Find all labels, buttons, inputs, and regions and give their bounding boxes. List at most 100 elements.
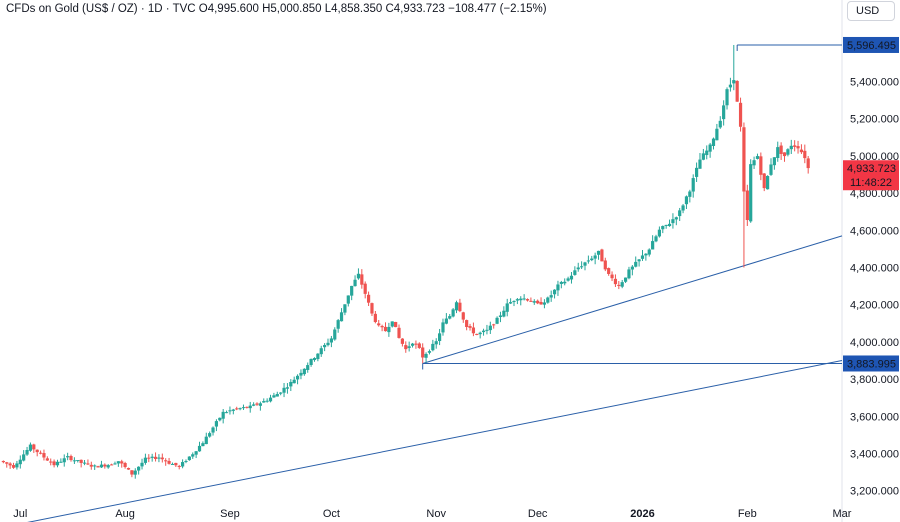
- candle-body[interactable]: [52, 461, 56, 466]
- candle-body[interactable]: [177, 465, 181, 467]
- candle-body[interactable]: [400, 338, 405, 344]
- candle-body[interactable]: [170, 463, 175, 465]
- candle-body[interactable]: [279, 392, 283, 394]
- candle-body[interactable]: [370, 303, 374, 314]
- candle-body[interactable]: [150, 456, 154, 458]
- candle-body[interactable]: [245, 406, 249, 408]
- candle-body[interactable]: [5, 462, 9, 464]
- candle-body[interactable]: [366, 294, 371, 303]
- candle-body[interactable]: [468, 326, 472, 328]
- candle-body[interactable]: [465, 320, 469, 327]
- candle-body[interactable]: [485, 329, 489, 331]
- candle-body[interactable]: [417, 343, 421, 348]
- candle-body[interactable]: [688, 191, 692, 197]
- candle-body[interactable]: [684, 196, 689, 205]
- candle-body[interactable]: [22, 454, 26, 461]
- candle-body[interactable]: [103, 464, 107, 467]
- candle-body[interactable]: [414, 343, 418, 345]
- candle-body[interactable]: [79, 459, 83, 463]
- candle-body[interactable]: [691, 178, 695, 192]
- candle-body[interactable]: [613, 278, 618, 285]
- candle-body[interactable]: [600, 249, 604, 262]
- candle-body[interactable]: [316, 353, 320, 360]
- candle-body[interactable]: [123, 463, 127, 468]
- candle-body[interactable]: [478, 332, 482, 335]
- candle-body[interactable]: [434, 341, 438, 345]
- candle-body[interactable]: [461, 312, 465, 320]
- candle-body[interactable]: [262, 401, 266, 403]
- candle-body[interactable]: [204, 436, 208, 445]
- candle-body[interactable]: [285, 387, 290, 389]
- candle-body[interactable]: [546, 297, 550, 303]
- candle-body[interactable]: [383, 326, 388, 332]
- candle-body[interactable]: [211, 427, 215, 433]
- candle-body[interactable]: [208, 433, 212, 437]
- candle-body[interactable]: [184, 460, 188, 462]
- candle-body[interactable]: [397, 327, 401, 338]
- candle-body[interactable]: [424, 353, 428, 358]
- candle-body[interactable]: [377, 323, 381, 326]
- candle-body[interactable]: [647, 249, 651, 255]
- candle-body[interactable]: [8, 463, 12, 466]
- candle-body[interactable]: [66, 456, 70, 458]
- candle-body[interactable]: [282, 387, 286, 393]
- candle-body[interactable]: [292, 379, 296, 384]
- candle-body[interactable]: [76, 460, 80, 462]
- candle-body[interactable]: [353, 279, 357, 287]
- candle-body[interactable]: [333, 329, 337, 340]
- candle-body[interactable]: [559, 281, 563, 284]
- candle-body[interactable]: [529, 300, 533, 302]
- candle-body[interactable]: [312, 358, 317, 361]
- candle-body[interactable]: [536, 300, 540, 304]
- candle-body[interactable]: [93, 465, 97, 467]
- candle-body[interactable]: [694, 167, 699, 177]
- candle-body[interactable]: [319, 348, 323, 355]
- candle-body[interactable]: [55, 461, 60, 466]
- candle-body[interactable]: [617, 284, 621, 286]
- candle-body[interactable]: [45, 458, 49, 461]
- candle-body[interactable]: [711, 138, 716, 146]
- candle-body[interactable]: [390, 321, 394, 327]
- candle-body[interactable]: [109, 464, 114, 466]
- candle-body[interactable]: [664, 224, 668, 226]
- candle-body[interactable]: [197, 445, 202, 452]
- candle-body[interactable]: [187, 456, 191, 461]
- candle-body[interactable]: [343, 304, 347, 313]
- candle-body[interactable]: [458, 302, 462, 312]
- candle-body[interactable]: [252, 404, 256, 406]
- candle-body[interactable]: [194, 451, 198, 455]
- candle-body[interactable]: [539, 301, 543, 305]
- candle-body[interactable]: [722, 105, 726, 120]
- candle-body[interactable]: [475, 333, 479, 335]
- candle-body[interactable]: [630, 266, 634, 270]
- candle-body[interactable]: [32, 444, 36, 450]
- candle-body[interactable]: [644, 253, 648, 256]
- candle-body[interactable]: [258, 403, 262, 406]
- candle-body[interactable]: [126, 467, 131, 470]
- candle-body[interactable]: [363, 283, 367, 294]
- candle-body[interactable]: [143, 457, 148, 463]
- candle-body[interactable]: [498, 315, 503, 318]
- candle-body[interactable]: [89, 464, 93, 467]
- candle-body[interactable]: [515, 299, 519, 301]
- candle-body[interactable]: [265, 400, 269, 402]
- candle-body[interactable]: [346, 295, 350, 304]
- candle-body[interactable]: [803, 150, 807, 159]
- candle-body[interactable]: [116, 461, 120, 464]
- candle-body[interactable]: [137, 466, 141, 471]
- candle-body[interactable]: [573, 270, 577, 275]
- candle-body[interactable]: [766, 175, 770, 190]
- candle-body[interactable]: [762, 173, 766, 189]
- candle-body[interactable]: [147, 457, 151, 459]
- candle-body[interactable]: [671, 219, 675, 224]
- candle-body[interactable]: [404, 345, 408, 350]
- candle-body[interactable]: [49, 461, 53, 463]
- candle-body[interactable]: [583, 262, 587, 266]
- candle-body[interactable]: [796, 146, 800, 149]
- candle-body[interactable]: [806, 158, 810, 169]
- candle-body[interactable]: [782, 152, 787, 157]
- candle-body[interactable]: [779, 145, 783, 154]
- candle-body[interactable]: [113, 463, 117, 465]
- candle-body[interactable]: [272, 395, 276, 398]
- candle-body[interactable]: [153, 456, 158, 459]
